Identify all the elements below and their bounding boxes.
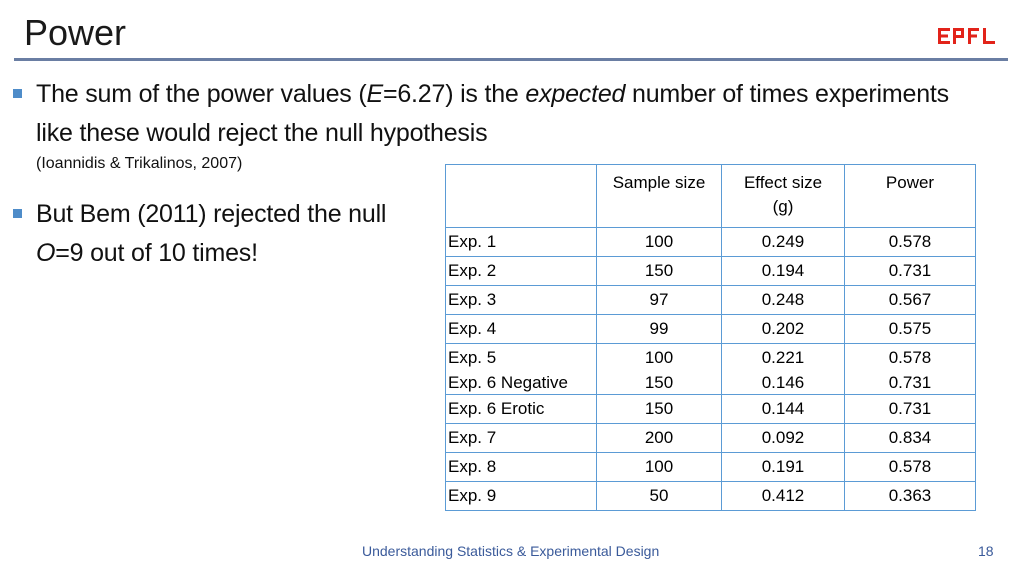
slide-title: Power [24,12,127,53]
cell-experiment: Exp. 7 [445,423,597,453]
cell-effect-size: 0.191 [721,452,845,482]
cell-effect-size: 0.412 [721,481,845,511]
cell-power: 0.731 [844,256,976,286]
cell-experiment: Exp. 9 [445,481,597,511]
cell-power: 0.731 [844,372,976,395]
cell-sample-size: 100 [596,227,722,257]
cell-power: 0.363 [844,481,976,511]
header-sample-size: Sample size [596,164,722,228]
bullet-2-variable: O [36,239,56,267]
bullet-marker [13,209,22,218]
footer-text: Understanding Statistics & Experimental … [362,543,660,559]
table-row: Exp. 8 100 0.191 0.578 [445,452,976,482]
cell-experiment: Exp. 2 [445,256,597,286]
cell-sample-size: 200 [596,423,722,453]
cell-power: 0.834 [844,423,976,453]
page-number: 18 [978,543,994,559]
cell-effect-size: 0.146 [721,372,845,395]
header-empty [445,164,597,228]
cell-experiment: Exp. 6 Erotic [445,394,597,424]
cell-sample-size: 99 [596,314,722,344]
cell-experiment: Exp. 6 Negative [445,372,597,395]
cell-experiment: Exp. 5 [445,343,597,372]
cell-sample-size: 50 [596,481,722,511]
table-row: Exp. 1 100 0.249 0.578 [445,227,976,257]
cell-sample-size: 150 [596,372,722,395]
cell-power: 0.578 [844,452,976,482]
cell-power: 0.575 [844,314,976,344]
bullet-1-text-end: number of times experiments [625,80,949,108]
table-row: Exp. 5 100 0.221 0.578 [445,343,976,372]
header-effect-size: Effect size (g) [721,164,845,228]
cell-effect-size: 0.194 [721,256,845,286]
bullet-marker [13,89,22,98]
cell-effect-size: 0.092 [721,423,845,453]
bullet-1-text-start: The sum of the power values ( [36,80,367,108]
cell-power: 0.731 [844,394,976,424]
cell-effect-size: 0.144 [721,394,845,424]
bullet-2-text: =9 out of 10 times! [55,239,258,267]
table-row: Exp. 2 150 0.194 0.731 [445,256,976,286]
bullet-2-line-1: But Bem (2011) rejected the null [36,200,387,228]
cell-power: 0.578 [844,343,976,372]
bullet-2-line-2: O=9 out of 10 times! [36,239,258,268]
cell-sample-size: 150 [596,394,722,424]
cell-sample-size: 97 [596,285,722,315]
cell-power: 0.578 [844,227,976,257]
cell-experiment: Exp. 8 [445,452,597,482]
bullet-1-line-1: The sum of the power values (E=6.27) is … [36,80,949,109]
table-row: Exp. 6 Erotic 150 0.144 0.731 [445,394,976,424]
bullet-1-emphasis: expected [525,80,626,108]
power-table: Sample size Effect size (g) Power Exp. 1… [445,164,976,511]
table-row: Exp. 3 97 0.248 0.567 [445,285,976,315]
table-row: Exp. 4 99 0.202 0.575 [445,314,976,344]
cell-sample-size: 150 [596,256,722,286]
cell-effect-size: 0.202 [721,314,845,344]
cell-experiment: Exp. 1 [445,227,597,257]
table-row: Exp. 9 50 0.412 0.363 [445,481,976,511]
cell-effect-size: 0.249 [721,227,845,257]
table-row: Exp. 7 200 0.092 0.834 [445,423,976,453]
cell-power: 0.567 [844,285,976,315]
cell-effect-size: 0.248 [721,285,845,315]
cell-experiment: Exp. 3 [445,285,597,315]
bullet-1-text-mid: =6.27) is the [382,80,526,108]
cell-sample-size: 100 [596,452,722,482]
cell-effect-size: 0.221 [721,343,845,372]
table-row: Exp. 6 Negative 150 0.146 0.731 [445,372,976,395]
bullet-1-variable: E [366,80,383,108]
table-header-row: Sample size Effect size (g) Power [445,164,976,228]
epfl-logo [938,28,995,44]
bullet-1-line-2: like these would reject the null hypothe… [36,119,488,147]
citation: (Ioannidis & Trikalinos, 2007) [36,155,243,172]
title-rule [14,58,1008,61]
header-power: Power [844,164,976,228]
cell-sample-size: 100 [596,343,722,372]
cell-experiment: Exp. 4 [445,314,597,344]
